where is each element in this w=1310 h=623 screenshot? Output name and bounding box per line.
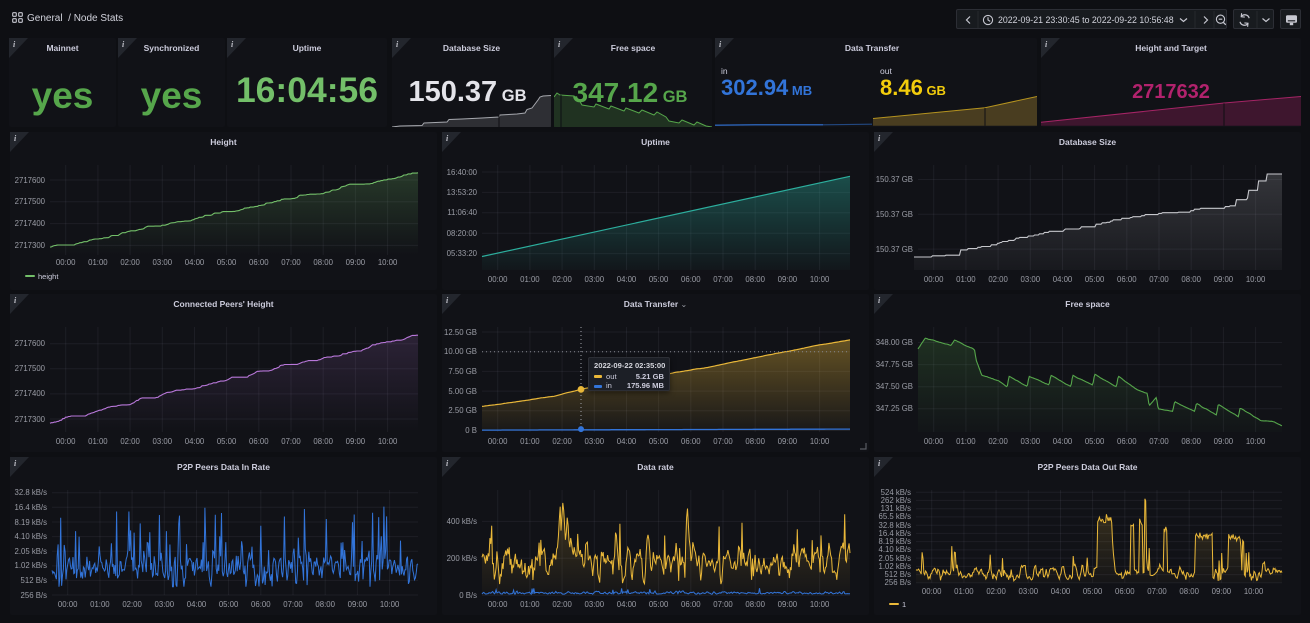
svg-text:i: i: [878, 296, 881, 305]
svg-text:i: i: [13, 40, 16, 49]
svg-text:i: i: [446, 296, 449, 305]
svg-text:2022-09-21 23:30:45 to 2022-09: 2022-09-21 23:30:45 to 2022-09-22 10:56:…: [998, 15, 1174, 25]
svg-text:i: i: [446, 134, 449, 143]
svg-text:i: i: [446, 459, 449, 468]
svg-text:i: i: [719, 40, 722, 49]
svg-text:i: i: [122, 40, 125, 49]
svg-text:i: i: [878, 134, 881, 143]
svg-text:i: i: [231, 40, 234, 49]
svg-text:i: i: [1045, 40, 1048, 49]
svg-text:i: i: [14, 459, 17, 468]
svg-text:i: i: [878, 459, 881, 468]
svg-text:i: i: [14, 296, 17, 305]
svg-text:i: i: [396, 40, 399, 49]
svg-text:i: i: [558, 40, 561, 49]
svg-text:i: i: [14, 134, 17, 143]
